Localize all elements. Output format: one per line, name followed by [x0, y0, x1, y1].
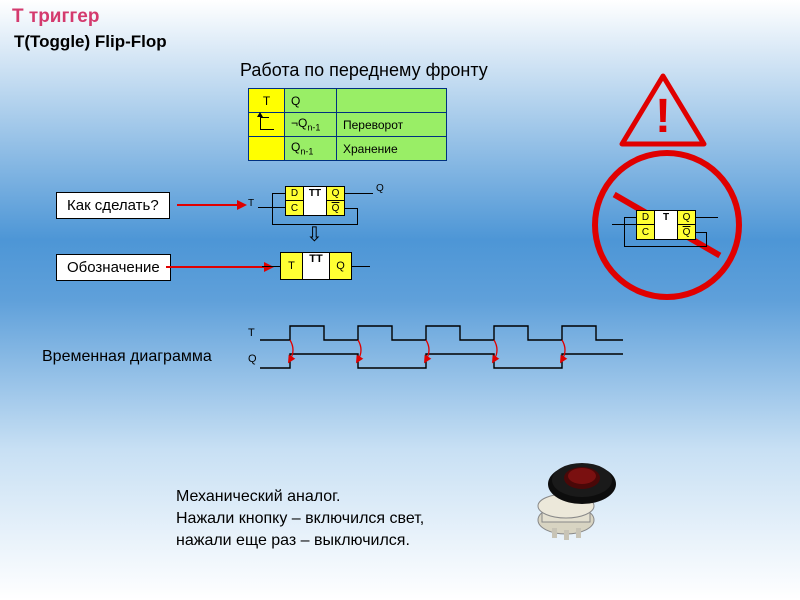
wire-t2l — [262, 266, 280, 267]
cell-flip: Переворот — [337, 113, 447, 137]
cell-notq: ¬Qn-1 — [285, 113, 337, 137]
timing-label: Временная диаграмма — [42, 348, 212, 366]
pwire-fb1 — [696, 232, 706, 233]
timing-diagram: T Q — [248, 320, 628, 390]
page-title: Т триггер — [12, 6, 99, 28]
timing-q-label: Q — [248, 353, 257, 365]
pchip-q: Q — [678, 211, 695, 225]
chip-prohibited: D C T Q Q — [636, 210, 696, 240]
pchip-c: C — [637, 225, 654, 239]
arrow-notation — [166, 266, 266, 268]
timing-t-label: T — [248, 327, 255, 339]
th-blank — [337, 89, 447, 113]
mech-text: Механический аналог. Нажали кнопку – вкл… — [176, 486, 424, 552]
how-box: Как сделать? — [56, 192, 170, 219]
pchip-mid: T — [655, 211, 677, 239]
mech-line2: Нажали кнопку – включился свет, — [176, 508, 424, 530]
arrow-how — [177, 204, 239, 206]
pchip-qb: Q — [678, 225, 695, 239]
chip-t: T TT Q — [280, 252, 352, 280]
cell-blank — [249, 137, 285, 161]
pin-q: Q — [327, 187, 344, 201]
cell-edge — [249, 113, 285, 137]
wire-q-out — [345, 193, 373, 194]
svg-text:!: ! — [655, 90, 671, 143]
push-button-icon — [522, 450, 632, 545]
mech-line1: Механический аналог. — [176, 486, 424, 508]
th-q: Q — [285, 89, 337, 113]
notation-box: Обозначение — [56, 254, 171, 281]
mech-line3: нажали еще раз – выключился. — [176, 530, 424, 552]
pwire-fb2 — [706, 232, 707, 246]
chip-dc-tt: D C TT Q Q — [285, 186, 345, 216]
down-arrow-icon: ⇩ — [306, 222, 323, 247]
wire-fb2 — [357, 208, 358, 224]
chip-label: TT — [304, 187, 326, 215]
pwire-fb4 — [624, 217, 625, 246]
wire-fb4 — [272, 193, 273, 224]
pin-qbar: Q — [327, 201, 344, 215]
wire-fb1 — [345, 208, 357, 209]
pin-t2: T — [281, 253, 303, 279]
pwire-fb3 — [624, 246, 707, 247]
cell-q: Qn-1 — [285, 137, 337, 161]
wire-t2r — [352, 266, 370, 267]
truth-table: T Q ¬Qn-1 Переворот Qn-1 Хранение — [248, 88, 447, 161]
mode-label: Работа по переднему фронту — [240, 60, 488, 81]
pin-d: D — [286, 187, 303, 201]
page-subtitle: T(Toggle) Flip-Flop — [14, 32, 167, 52]
pwire-r — [696, 217, 718, 218]
th-t: T — [249, 89, 285, 113]
pin-c: C — [286, 201, 303, 215]
wire-fb5 — [272, 193, 285, 194]
cell-store: Хранение — [337, 137, 447, 161]
pchip-d: D — [637, 211, 654, 225]
warning-icon: ! — [618, 72, 708, 150]
pin-q2: Q — [329, 253, 351, 279]
chip-t-label: TT — [303, 253, 329, 279]
label-q: Q — [376, 183, 384, 194]
label-t: T — [248, 198, 254, 209]
pwire-fb5 — [624, 217, 636, 218]
